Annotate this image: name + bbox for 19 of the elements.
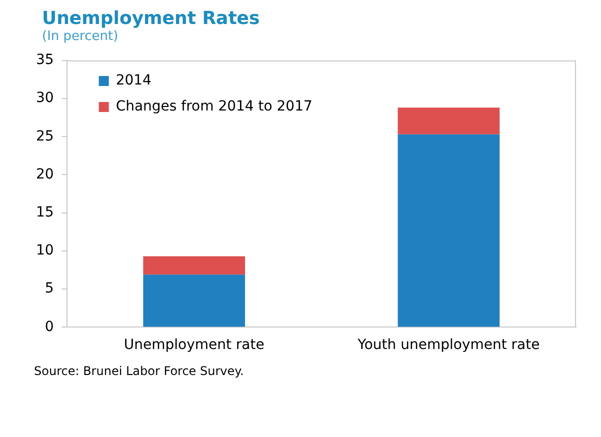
bar (143, 256, 246, 275)
legend-label: 2014 (116, 72, 152, 89)
bar (143, 274, 246, 327)
bar (398, 108, 500, 134)
x-tick-label: Unemployment rate (124, 337, 264, 354)
y-tick-label: 35 (36, 52, 54, 68)
chart-title: Unemployment Rates (42, 8, 261, 29)
legend-label: Changes from 2014 to 2017 (116, 98, 312, 115)
source-note: Source: Brunei Labor Force Survey. (34, 364, 245, 378)
y-tick-label: 10 (36, 242, 54, 259)
y-tick-label: 0 (44, 318, 54, 335)
y-tick-label: 25 (36, 128, 54, 144)
x-tick-label: Youth unemployment rate (356, 337, 540, 354)
y-tick-label: 30 (36, 90, 54, 106)
y-tick-label: 20 (36, 166, 54, 182)
y-tick-label: 15 (36, 204, 54, 220)
bar (398, 134, 500, 327)
chart-subtitle: (In percent) (42, 29, 120, 44)
y-tick-label: 5 (44, 280, 54, 297)
